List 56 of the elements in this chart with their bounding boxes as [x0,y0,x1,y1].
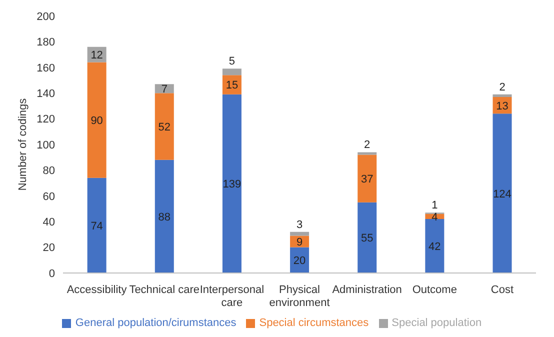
x-tick-label: Accessibility [66,284,128,296]
legend-label: Special population [392,317,482,329]
y-tick-label: 20 [42,242,55,254]
x-tick-label: Physical environment [269,284,330,309]
data-label: 37 [360,174,374,186]
bar [154,93,174,160]
y-tick-label: 140 [36,88,55,100]
y-tick-label: 120 [36,114,55,126]
bar [290,236,310,248]
bar [425,219,444,273]
legend-label: Special circumstances [259,317,369,329]
data-label: 74 [90,220,103,232]
data-label: 139 [222,178,242,191]
bar [358,154,377,202]
data-label: 1 [432,200,438,212]
y-tick-label: 60 [42,190,55,203]
bar [87,62,106,178]
data-label: 20 [293,255,306,268]
x-tick-label: Interpersonal care [200,284,264,309]
bar [154,160,174,273]
bar [492,94,512,97]
data-label: 90 [90,115,103,128]
y-tick-label: 200 [36,10,55,23]
x-tick-label: Cost [490,284,514,296]
data-label: 42 [428,241,441,254]
y-tick-label: 80 [42,165,55,178]
data-label: 13 [496,100,508,112]
bar [87,178,106,273]
data-label: 124 [493,188,512,200]
data-label: 2 [364,139,370,152]
bar [492,114,512,273]
data-label: 3 [296,218,303,231]
data-label: 88 [158,211,171,224]
data-label: 52 [158,122,171,134]
x-tick-label: Outcome [412,284,457,296]
data-label: 7 [161,84,168,96]
y-tick-label: 40 [42,216,55,229]
y-tick-label: 0 [48,268,55,280]
legend-label: General population/cirumstances [75,317,236,329]
bar [358,152,377,155]
x-tick-label: Technical care [129,284,200,296]
y-tick-label: 180 [36,36,55,49]
data-label: 12 [90,50,103,62]
bar [358,202,377,273]
data-label: 55 [360,232,374,245]
y-tick-label: 160 [36,62,55,74]
x-tick-label: Administration [332,284,402,296]
data-label: 5 [228,56,236,68]
y-axis-title: Number of codings [16,98,29,191]
data-label: 9 [296,236,303,249]
data-label: 2 [499,81,506,94]
bar [222,68,242,76]
y-tick-label: 100 [36,139,55,152]
bar [290,232,310,236]
bar [222,94,242,273]
data-label: 15 [226,80,238,92]
